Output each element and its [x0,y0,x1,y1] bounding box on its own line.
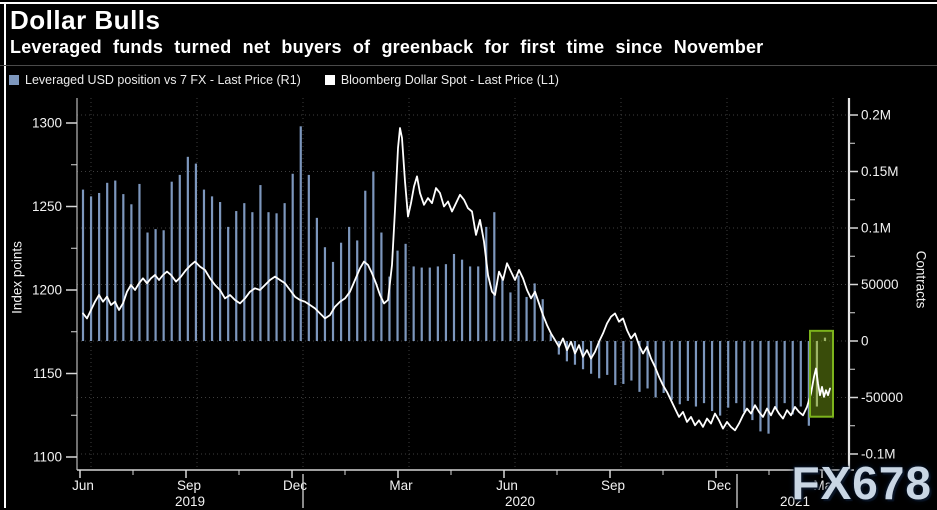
line-series-swatch-icon [324,75,335,85]
leveraged-position-bars [81,126,827,434]
bar-series-swatch-icon [9,75,19,85]
svg-text:Dec: Dec [283,478,307,493]
svg-text:1200: 1200 [32,283,62,298]
svg-text:Mar: Mar [389,478,413,493]
h-gridlines [77,114,849,455]
right-axis-ticks: 0.2M 0.15M 0.1M 50000 0 -50000 -0.1M [849,108,903,461]
highlight-box-border [809,329,834,418]
legend-label: Leveraged USD position vs 7 FX - Last Pr… [25,73,301,87]
legend-item: Bloomberg Dollar Spot - Last Price (L1) [324,73,559,87]
svg-text:2020: 2020 [505,494,535,509]
svg-text:1100: 1100 [33,450,62,465]
watermark: FX678 [791,457,932,509]
svg-text:0.2M: 0.2M [861,108,891,123]
left-axis-ticks: 1300 1250 1200 1150 1100 [32,115,77,465]
svg-text:-0.1M: -0.1M [861,446,896,461]
svg-text:50000: 50000 [861,277,899,292]
frame-left-line [4,2,6,508]
highlight-box-fill [810,330,833,417]
svg-text:2019: 2019 [175,494,205,509]
svg-text:0.1M: 0.1M [861,221,891,236]
chart-subtitle: Leveraged funds turned net buyers of gre… [10,37,764,57]
header-divider [0,65,937,66]
svg-text:Dec: Dec [707,478,731,493]
svg-text:1250: 1250 [32,199,62,214]
legend-item: Leveraged USD position vs 7 FX - Last Pr… [9,73,301,87]
svg-text:Sep: Sep [601,478,625,493]
legend-label: Bloomberg Dollar Spot - Last Price (L1) [340,73,559,87]
svg-text:0.15M: 0.15M [861,164,899,179]
svg-text:0: 0 [861,334,869,349]
svg-text:2021: 2021 [780,494,810,509]
svg-text:Sep: Sep [177,478,201,493]
frame-top-line [0,2,937,4]
svg-text:Jun: Jun [496,478,518,493]
x-axis-labels: Jun Sep Dec Mar Jun Sep Dec Mar [72,470,837,493]
chart-legend: Leveraged USD position vs 7 FX - Last Pr… [9,73,559,87]
svg-text:Mar: Mar [813,478,837,493]
svg-text:1300: 1300 [32,115,62,130]
dollar-spot-line [82,127,831,432]
svg-text:1150: 1150 [33,366,62,381]
year-row: 2019 2020 2021 [175,474,810,509]
svg-text:Jun: Jun [72,478,94,493]
svg-text:-50000: -50000 [861,390,903,405]
axis-lines [76,98,854,471]
chart-title: Dollar Bulls [10,5,161,35]
